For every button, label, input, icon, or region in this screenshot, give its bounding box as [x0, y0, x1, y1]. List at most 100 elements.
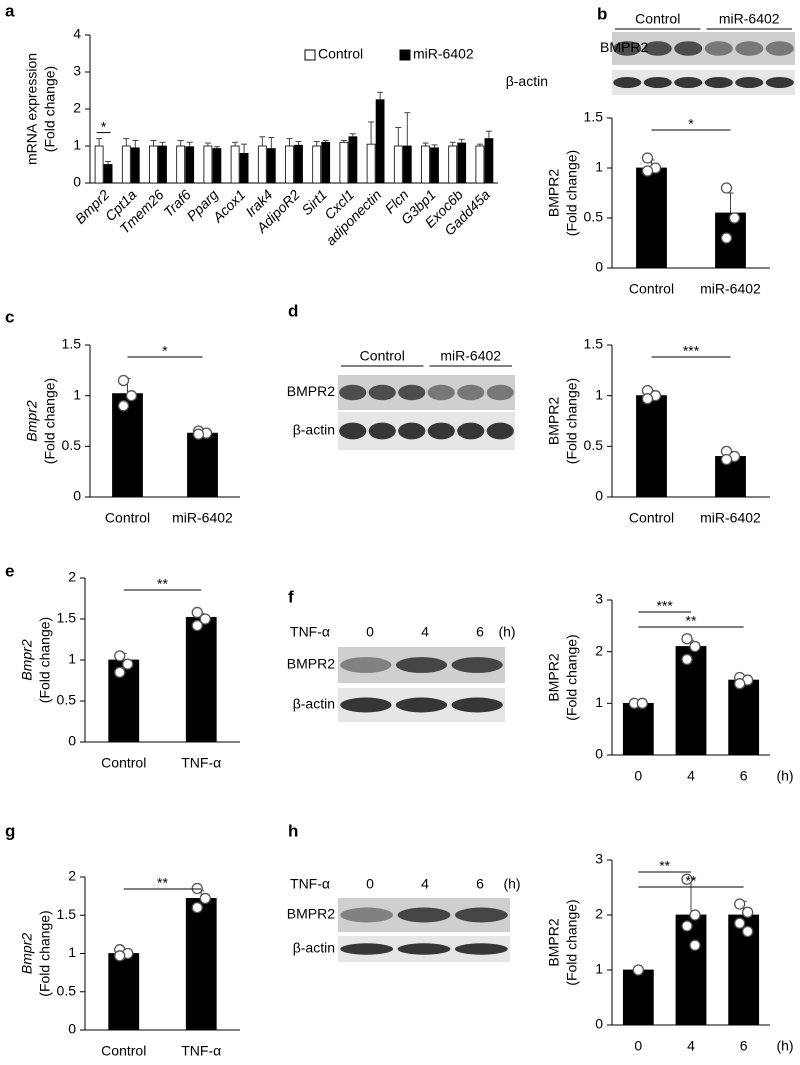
x-tick-label: miR-6402 — [700, 281, 761, 297]
panel-letter: e — [5, 561, 14, 580]
blot-band — [395, 657, 448, 673]
bar — [484, 138, 494, 184]
x-tick-label: miR-6402 — [172, 510, 233, 526]
blot-band — [397, 943, 451, 955]
blot-band — [340, 907, 394, 923]
x-axis-label: (h) — [776, 1038, 793, 1054]
blot-band — [454, 943, 508, 955]
treatment-label: TNF-α — [290, 876, 330, 892]
legend-swatch — [304, 49, 316, 61]
x-tick-label: Control — [105, 510, 150, 526]
y-axis-label: (Fold change) — [42, 66, 58, 152]
significance-label: * — [688, 116, 694, 132]
y-tick-label: 3 — [595, 591, 603, 607]
panel-letter: c — [5, 307, 14, 326]
x-tick-label: 0 — [634, 1038, 642, 1054]
lane-label: 4 — [421, 624, 429, 640]
bar — [185, 146, 195, 184]
y-tick-label: 0 — [595, 488, 603, 504]
significance-label: *** — [683, 343, 700, 359]
blot-band — [674, 41, 703, 56]
data-point — [636, 697, 648, 709]
y-tick-label: 0.5 — [57, 692, 77, 708]
y-axis-label: BMPR2 — [546, 653, 562, 701]
x-tick-label: Control — [629, 281, 674, 297]
blot-band — [395, 697, 448, 713]
y-tick-label: 0 — [73, 174, 81, 190]
y-tick-label: 2 — [68, 569, 76, 585]
blot-band — [339, 384, 367, 401]
y-axis-label: Bmpr2 — [19, 639, 35, 680]
y-tick-label: 3 — [595, 851, 603, 867]
y-tick-label: 0.5 — [62, 437, 82, 453]
bar — [176, 145, 186, 184]
y-tick-label: 1 — [595, 961, 603, 977]
bar — [212, 148, 222, 184]
blot-band — [735, 77, 764, 88]
bar — [430, 147, 439, 184]
bar — [108, 953, 140, 1031]
bar — [94, 145, 104, 184]
bar — [149, 145, 158, 184]
y-tick-label: 4 — [73, 26, 81, 42]
y-tick-label: 1 — [595, 694, 603, 710]
bar — [239, 152, 249, 184]
row-label: BMPR2 — [287, 656, 335, 672]
significance-label: ** — [686, 873, 697, 889]
data-point — [632, 964, 644, 976]
y-tick-label: 0 — [68, 1021, 76, 1037]
x-tick-label: TNF-α — [181, 1043, 221, 1059]
y-axis-label: Bmpr2 — [24, 400, 40, 441]
data-point — [114, 666, 126, 678]
group-label: miR-6402 — [719, 11, 780, 27]
panel-letter: f — [288, 587, 294, 606]
blot-band — [765, 77, 794, 88]
bar — [675, 914, 707, 1026]
bar — [203, 145, 213, 184]
y-tick-label: 2 — [595, 906, 603, 922]
blot-band — [613, 41, 642, 56]
data-point — [742, 906, 754, 918]
blot-band — [451, 697, 503, 713]
blot-band — [704, 77, 733, 88]
data-point — [689, 939, 701, 951]
blot-band — [643, 41, 672, 56]
data-point — [681, 653, 693, 666]
group-label: Control — [635, 11, 680, 27]
x-tick-label: 6 — [740, 768, 748, 784]
lane-label: 4 — [421, 876, 429, 892]
x-tick-label: 0 — [634, 768, 642, 784]
bar — [622, 969, 654, 1026]
blot-band — [457, 384, 485, 401]
y-tick-label: 1.5 — [584, 336, 604, 352]
blot-band — [339, 422, 367, 440]
blot-band — [398, 422, 426, 440]
blot-band — [735, 41, 764, 56]
y-tick-label: 2 — [68, 868, 76, 884]
bar — [475, 145, 485, 184]
bar — [312, 145, 322, 184]
x-tick-label: miR-6402 — [700, 510, 761, 526]
y-tick-label: 0.5 — [584, 437, 604, 453]
blot-band — [397, 907, 451, 923]
bar — [187, 432, 218, 498]
data-point — [114, 950, 126, 962]
blot-band — [451, 657, 503, 673]
row-label: β-actin — [506, 73, 548, 89]
y-tick-label: 1.5 — [584, 109, 604, 125]
significance-label: * — [162, 343, 168, 359]
bar — [185, 898, 217, 1031]
blot-band — [340, 697, 392, 713]
bar — [230, 145, 240, 184]
data-point — [742, 925, 754, 938]
blot-band — [398, 384, 426, 401]
y-tick-label: 1 — [73, 137, 81, 153]
y-axis-label: BMPR2 — [546, 397, 562, 445]
bar — [112, 393, 143, 498]
data-point — [734, 898, 746, 910]
data-point — [199, 892, 211, 905]
data-point — [641, 393, 654, 405]
y-tick-label: 0 — [68, 733, 76, 749]
bar — [448, 145, 458, 184]
blot-background — [338, 412, 515, 450]
